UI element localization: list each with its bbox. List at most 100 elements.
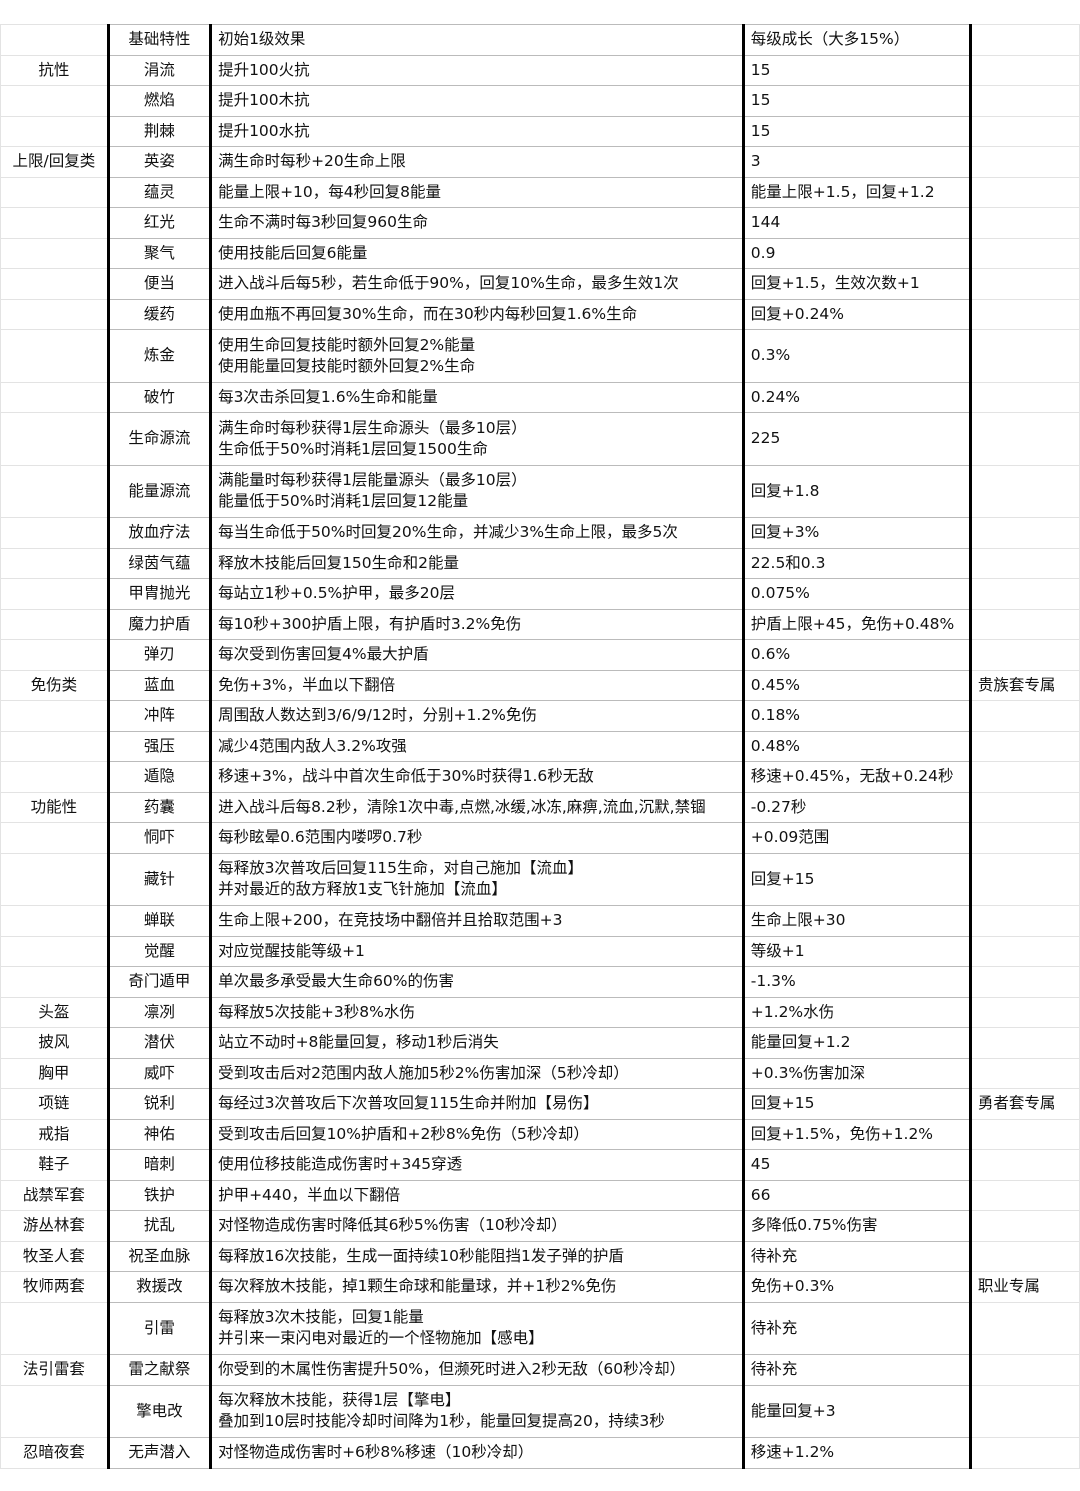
category-cell[interactable] — [0, 761, 109, 793]
growth-cell[interactable]: 能量回复+1.2 — [742, 1027, 972, 1059]
category-cell[interactable]: 披风 — [0, 1027, 109, 1059]
growth-cell[interactable]: 能量上限+1.5，回复+1.2 — [742, 176, 972, 208]
category-cell[interactable] — [0, 237, 109, 269]
growth-cell[interactable]: -0.27秒 — [742, 791, 972, 823]
effect-cell[interactable]: 满能量时每秒获得1层能量源头（最多10层） 能量低于50%时消耗1层回复12能量 — [210, 464, 745, 518]
effect-cell[interactable]: 每释放3次普攻后回复115生命，对自己施加【流血】 并对最近的敌方释放1支飞针施加… — [210, 852, 745, 906]
trait-name-cell[interactable]: 扰乱 — [106, 1210, 213, 1242]
note-cell[interactable] — [969, 54, 1080, 86]
effect-cell[interactable]: 护甲+440，半血以下翻倍 — [210, 1179, 745, 1211]
trait-name-cell[interactable]: 擎电改 — [106, 1384, 213, 1438]
category-cell[interactable] — [0, 608, 109, 640]
category-cell[interactable] — [0, 381, 109, 413]
trait-name-cell[interactable]: 蕴灵 — [106, 176, 213, 208]
category-cell[interactable] — [0, 517, 109, 549]
note-cell[interactable] — [969, 85, 1080, 117]
trait-name-cell[interactable]: 冲阵 — [106, 700, 213, 732]
note-cell[interactable] — [969, 905, 1080, 937]
trait-name-cell[interactable]: 弹刃 — [106, 639, 213, 671]
growth-cell[interactable]: 待补充 — [742, 1301, 972, 1355]
growth-cell[interactable]: 0.48% — [742, 730, 972, 762]
growth-cell[interactable]: 45 — [742, 1149, 972, 1181]
growth-cell[interactable]: 等级+1 — [742, 935, 972, 967]
effect-cell[interactable]: 减少4范围内敌人3.2%攻强 — [210, 730, 745, 762]
effect-cell[interactable]: 受到攻击后对2范围内敌人施加5秒2%伤害加深（5秒冷却） — [210, 1057, 745, 1089]
category-cell[interactable] — [0, 905, 109, 937]
note-cell[interactable] — [969, 412, 1080, 466]
effect-cell[interactable]: 进入战斗后每5秒，若生命低于90%，回复10%生命，最多生效1次 — [210, 268, 745, 300]
note-cell[interactable] — [969, 639, 1080, 671]
note-cell[interactable] — [969, 1027, 1080, 1059]
effect-cell[interactable]: 受到攻击后回复10%护盾和+2秒8%免伤（5秒冷却） — [210, 1118, 745, 1150]
trait-name-cell[interactable]: 恫吓 — [106, 822, 213, 854]
note-cell[interactable] — [969, 268, 1080, 300]
category-cell[interactable] — [0, 1301, 109, 1355]
growth-cell[interactable]: +0.3%伤害加深 — [742, 1057, 972, 1089]
effect-cell[interactable]: 释放木技能后回复150生命和2能量 — [210, 547, 745, 579]
trait-name-cell[interactable]: 便当 — [106, 268, 213, 300]
note-cell[interactable] — [969, 852, 1080, 906]
growth-cell[interactable]: 0.45% — [742, 669, 972, 701]
category-cell[interactable]: 功能性 — [0, 791, 109, 823]
effect-cell[interactable]: 提升100水抗 — [210, 115, 745, 147]
note-cell[interactable] — [969, 381, 1080, 413]
note-cell[interactable] — [969, 115, 1080, 147]
category-cell[interactable] — [0, 935, 109, 967]
category-cell[interactable] — [0, 852, 109, 906]
effect-cell[interactable]: 每次受到伤害回复4%最大护盾 — [210, 639, 745, 671]
category-cell[interactable]: 上限/回复类 — [0, 146, 109, 178]
effect-cell[interactable]: 每站立1秒+0.5%护甲，最多20层 — [210, 578, 745, 610]
trait-name-cell[interactable]: 甲胄抛光 — [106, 578, 213, 610]
trait-name-cell[interactable]: 红光 — [106, 207, 213, 239]
note-cell[interactable] — [969, 996, 1080, 1028]
growth-cell[interactable]: +0.09范围 — [742, 822, 972, 854]
growth-cell[interactable]: 3 — [742, 146, 972, 178]
growth-cell[interactable]: 回复+3% — [742, 517, 972, 549]
trait-name-cell[interactable]: 救援改 — [106, 1271, 213, 1303]
category-cell[interactable]: 牧师两套 — [0, 1271, 109, 1303]
note-cell[interactable] — [969, 761, 1080, 793]
trait-name-cell[interactable]: 荆棘 — [106, 115, 213, 147]
effect-cell[interactable]: 使用技能后回复6能量 — [210, 237, 745, 269]
category-cell[interactable] — [0, 730, 109, 762]
trait-name-cell[interactable]: 蓝血 — [106, 669, 213, 701]
category-cell[interactable]: 抗性 — [0, 54, 109, 86]
trait-name-cell[interactable]: 绿茵气蕴 — [106, 547, 213, 579]
note-cell[interactable] — [969, 822, 1080, 854]
growth-cell[interactable]: 移速+0.45%，无敌+0.24秒 — [742, 761, 972, 793]
note-cell[interactable] — [969, 1179, 1080, 1211]
note-cell[interactable] — [969, 207, 1080, 239]
category-cell[interactable]: 免伤类 — [0, 669, 109, 701]
category-cell[interactable]: 项链 — [0, 1088, 109, 1120]
note-cell[interactable] — [969, 578, 1080, 610]
trait-name-cell[interactable]: 威吓 — [106, 1057, 213, 1089]
effect-cell[interactable]: 移速+3%，战斗中首次生命低于30%时获得1.6秒无敌 — [210, 761, 745, 793]
category-cell[interactable]: 戒指 — [0, 1118, 109, 1150]
trait-name-cell[interactable]: 燃焰 — [106, 85, 213, 117]
growth-cell[interactable]: 回复+1.5%，免伤+1.2% — [742, 1118, 972, 1150]
effect-cell[interactable]: 每10秒+300护盾上限，有护盾时3.2%免伤 — [210, 608, 745, 640]
effect-cell[interactable]: 使用位移技能造成伤害时+345穿透 — [210, 1149, 745, 1181]
effect-cell[interactable]: 使用生命回复技能时额外回复2%能量 使用能量回复技能时额外回复2%生命 — [210, 329, 745, 383]
effect-cell[interactable]: 每释放3次木技能，回复1能量 并引来一束闪电对最近的一个怪物施加【感电】 — [210, 1301, 745, 1355]
trait-name-cell[interactable]: 无声潜入 — [106, 1437, 213, 1469]
effect-cell[interactable]: 对应觉醒技能等级+1 — [210, 935, 745, 967]
category-cell[interactable] — [0, 578, 109, 610]
growth-cell[interactable]: 0.9 — [742, 237, 972, 269]
growth-cell[interactable]: 15 — [742, 115, 972, 147]
category-cell[interactable]: 头盔 — [0, 996, 109, 1028]
growth-cell[interactable]: 移速+1.2% — [742, 1437, 972, 1469]
category-cell[interactable] — [0, 822, 109, 854]
growth-cell[interactable]: +1.2%水伤 — [742, 996, 972, 1028]
trait-name-cell[interactable]: 神佑 — [106, 1118, 213, 1150]
effect-cell[interactable]: 满生命时每秒+20生命上限 — [210, 146, 745, 178]
growth-cell[interactable]: 66 — [742, 1179, 972, 1211]
effect-cell[interactable]: 生命上限+200，在竞技场中翻倍并且拾取范围+3 — [210, 905, 745, 937]
category-cell[interactable] — [0, 115, 109, 147]
growth-cell[interactable]: 225 — [742, 412, 972, 466]
effect-cell[interactable]: 能量上限+10，每4秒回复8能量 — [210, 176, 745, 208]
growth-cell[interactable]: 144 — [742, 207, 972, 239]
note-cell[interactable] — [969, 329, 1080, 383]
effect-cell[interactable]: 每释放16次技能，生成一面持续10秒能阻挡1发子弹的护盾 — [210, 1240, 745, 1272]
trait-name-cell[interactable]: 觉醒 — [106, 935, 213, 967]
